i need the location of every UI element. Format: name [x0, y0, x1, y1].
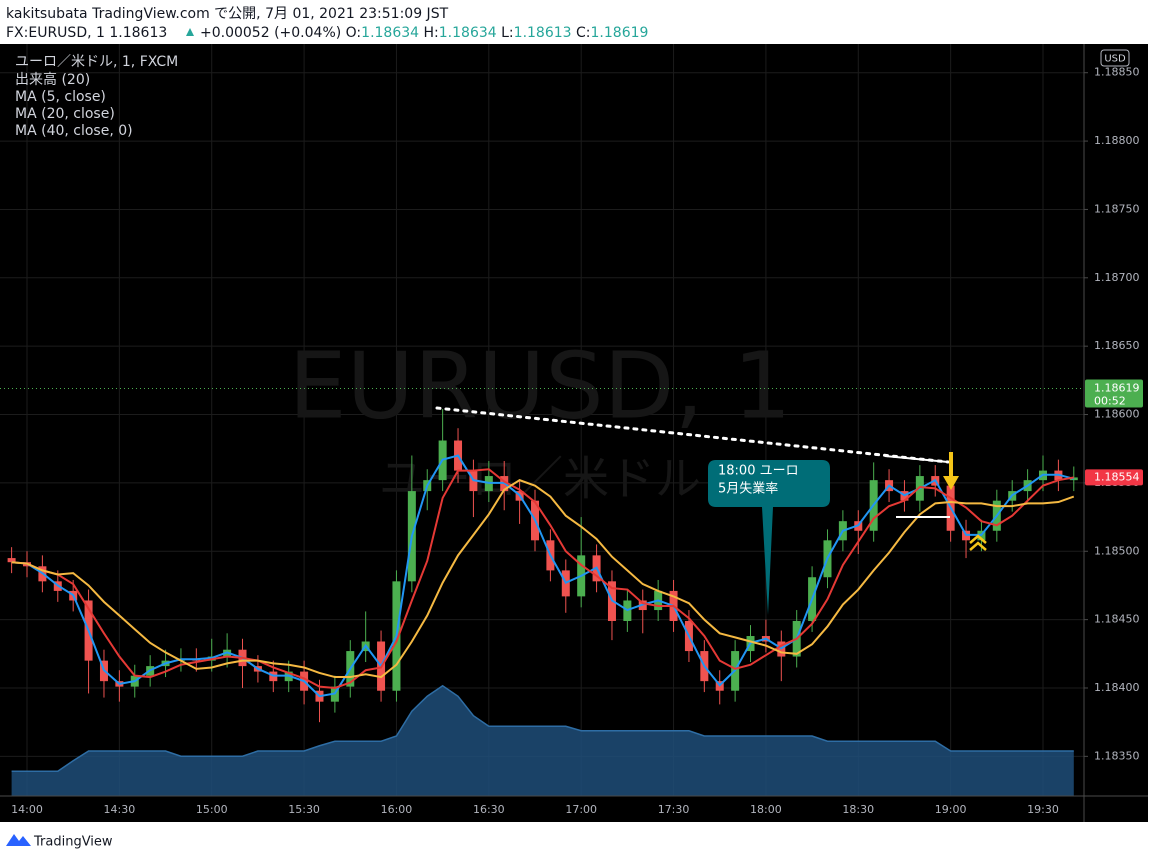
ohlc-label: H:: [424, 25, 439, 41]
y-tick-label: 1.18700: [1094, 271, 1140, 284]
last-price-badge: [1085, 379, 1143, 408]
y-tick-label: 1.18800: [1094, 134, 1140, 147]
watermark-symbol: EURUSD, 1: [289, 332, 792, 439]
ohlc-value: 1.18613: [514, 25, 572, 41]
volume-area: [11, 685, 1074, 796]
y-tick-label: 1.18350: [1094, 749, 1140, 762]
marker-price-label: 1.18554: [1094, 470, 1140, 483]
y-tick-label: 1.18600: [1094, 408, 1140, 421]
y-tick-label: 1.18450: [1094, 613, 1140, 626]
legend-entry: MA (5, close): [15, 89, 106, 105]
candle-body: [7, 558, 16, 563]
change-line: +0.00052 (+0.04%) O:1.18634 H:1.18634 L:…: [200, 25, 648, 41]
callout-text: 18:00 ユーロ: [718, 464, 799, 479]
chart-background: [0, 44, 1148, 822]
y-tick-label: 1.18400: [1094, 681, 1140, 694]
chevron-up: [969, 541, 987, 551]
watermark-name: ユーロ／米ドル: [379, 452, 701, 506]
last-price-label: 1.18619: [1094, 382, 1140, 395]
ohlc-label: L:: [501, 25, 514, 41]
x-tick-label: 17:00: [565, 803, 597, 816]
plot-area: [0, 388, 1084, 796]
x-tick-label: 14:30: [104, 803, 136, 816]
currency-box: [1100, 49, 1130, 67]
legend-title: ユーロ／米ドル, 1, FXCM: [15, 54, 178, 70]
ohlc-value: 1.18634: [439, 25, 497, 41]
symbol-line: FX:EURUSD, 1 1.18613: [6, 25, 167, 41]
ohlc-label: C:: [576, 25, 591, 41]
callout: [708, 460, 830, 615]
ohlc-label: O:: [346, 25, 362, 41]
x-tick-label: 16:30: [473, 803, 505, 816]
x-tick-label: 14:00: [11, 803, 43, 816]
ohlc-value: 1.18634: [361, 25, 419, 41]
callout-text: 5月失業率: [718, 481, 778, 497]
change: +0.00052 (+0.04%): [200, 25, 341, 41]
x-tick-label: 16:00: [381, 803, 413, 816]
marker-price-badge: [1085, 469, 1143, 486]
legend-entry: MA (20, close): [15, 106, 115, 122]
ma-line: [11, 468, 1074, 690]
ohlc-value: 1.18619: [591, 25, 649, 41]
x-tick-label: 19:30: [1027, 803, 1059, 816]
y-tick-label: 1.18750: [1094, 202, 1140, 215]
x-tick-label: 15:30: [288, 803, 320, 816]
y-tick-label: 1.18650: [1094, 339, 1140, 352]
chevron-up: [969, 534, 987, 544]
x-tick-label: 15:00: [196, 803, 228, 816]
arrow-down-head: [943, 476, 959, 490]
price: 1.18613: [109, 25, 167, 41]
x-tick-label: 19:00: [935, 803, 967, 816]
symbol: FX:EURUSD, 1: [6, 25, 105, 41]
y-tick-label: 1.18850: [1094, 66, 1140, 79]
logo-icon: [6, 834, 31, 846]
x-tick-label: 17:30: [658, 803, 690, 816]
ma-line: [11, 479, 1075, 679]
up-arrow-icon: [186, 28, 194, 36]
countdown-label: 00:52: [1094, 395, 1126, 408]
volume-line: [11, 684, 1074, 772]
y-tick-label: 1.18500: [1094, 544, 1140, 557]
footer-brand: TradingView: [33, 835, 113, 850]
legend-entry: MA (40, close, 0): [15, 123, 133, 139]
currency-label: USD: [1104, 54, 1126, 65]
ma-line: [11, 454, 1075, 698]
x-tick-label: 18:30: [842, 803, 874, 816]
legend-entry: 出来高 (20): [15, 71, 90, 88]
axes: 1.183501.184001.184501.185001.185501.186…: [11, 66, 1143, 816]
trend-line: [884, 455, 949, 463]
x-tick-label: 18:00: [750, 803, 782, 816]
publisher-line: kakitsubata TradingView.com で公開, 7月 01, …: [6, 6, 449, 22]
